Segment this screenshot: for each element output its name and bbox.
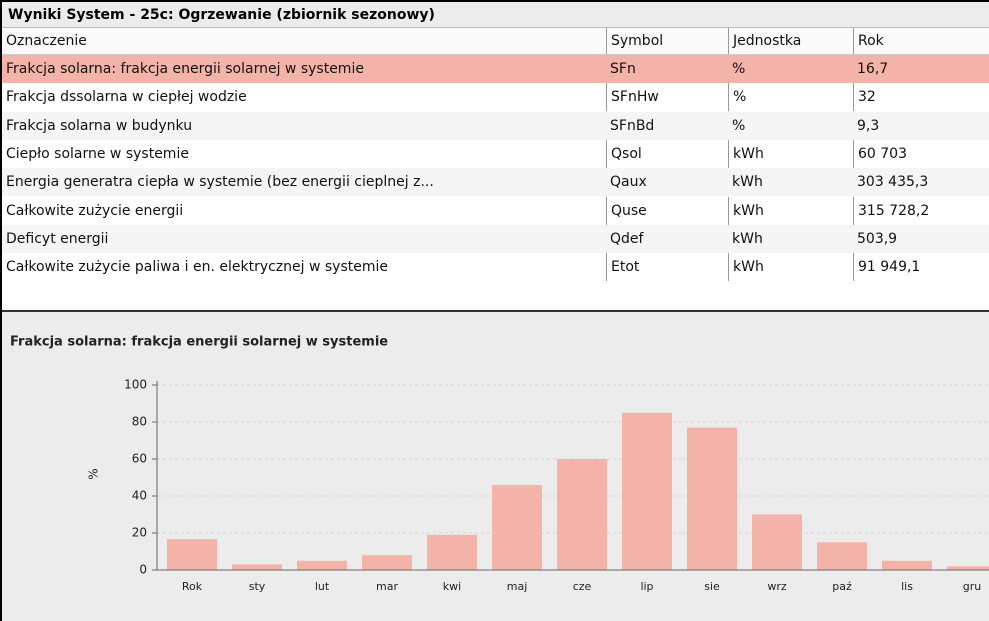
table-cell: Ciepło solarne w systemie [6,145,189,162]
table-cell: 16,7 [857,61,889,77]
table-cell: % [732,117,746,134]
bar [362,555,412,570]
table-cell: Frakcja solarna: frakcja energii solarne… [6,61,364,77]
table-cell: 91 949,1 [853,253,989,282]
table-cell: 9,3 [857,117,880,134]
x-tick-label: cze [573,580,592,593]
table-cell: Qaux [610,174,647,191]
x-tick-label: sty [249,580,266,593]
x-tick-label: lut [315,580,330,593]
table-cell: Frakcja dssolarna w ciepłej wodzie [6,89,247,106]
table-cell: Etot [606,253,728,282]
x-tick-label: mar [376,580,398,593]
x-tick-label: kwi [443,580,461,593]
chart-title: Frakcja solarna: frakcja energii solarne… [10,335,388,350]
table-cell: Całkowite zużycie paliwa i en. elektrycz… [6,259,388,276]
table-row: Frakcja solarna w budynku SFnBd% 9,3 [2,111,989,140]
x-tick-label: lip [640,580,653,593]
table-cell: Frakcja solarna w budynku [6,117,193,134]
table-row: Frakcja dssolarna w ciepłej wodzie SFnHw%… [2,83,989,112]
bar [557,459,607,570]
y-tick-label: 40 [132,489,147,503]
bar [687,427,737,570]
table-cell: kWh [732,230,763,247]
bar [297,560,347,570]
bar [427,534,477,570]
y-tick-label: 20 [132,526,147,540]
table-cell: 315 728,2 [853,196,989,225]
table-row: Ciepło solarne w systemie Qsol kWh 60 703 [2,139,989,168]
y-tick-label: 60 [132,452,147,466]
x-tick-label: lis [901,580,913,593]
x-tick-label: gru [963,580,981,593]
table-row: Całkowite zużycie energii Quse kWh 315 728,… [2,196,989,225]
x-tick-label: wrz [767,580,787,593]
table-row: Całkowite zużycie paliwa i en. elektrycz… [2,253,989,282]
table-cell: % [728,83,853,112]
table-cell: kWh [728,253,853,282]
table-cell: Deficyt energii [6,230,109,247]
panel-title: Wyniki System - 25c: Ogrzewanie (zbiorni… [2,2,989,28]
y-tick-label: 80 [132,415,147,429]
bar [622,412,672,570]
table-cell: 32 [853,83,989,112]
table-cell: Całkowite zużycie energii [6,202,184,219]
table-cell: 503,9 [857,230,898,247]
table-cell: Qdef [610,230,644,247]
chart-panel: Frakcja solarna: frakcja energii solarne… [2,310,989,621]
header-row: Oznaczenie Symbol Jednostka Rok [2,28,989,55]
table-cell: % [732,61,746,77]
table-cell: Quse [606,196,728,225]
table-cell: 60 703 [853,139,989,168]
table-cell: 303 435,3 [857,174,929,191]
column-header: Oznaczenie [6,33,87,49]
table-cell: kWh [732,174,763,191]
x-tick-label: paź [832,580,852,593]
x-tick-label: maj [507,580,528,593]
table-cell: SFnBd [610,117,655,134]
table-row: Energia generatra ciepła w systemie (bez… [2,168,989,197]
chart: Frakcja solarna: frakcja energii solarne… [10,335,989,593]
bar [167,539,217,570]
column-header: Symbol [606,28,728,54]
table-cell: kWh [728,196,853,225]
column-header: Jednostka [728,28,853,54]
table-cell: SFnHw [606,83,728,112]
table-cell: Qsol [606,139,728,168]
y-tick-label: 0 [139,563,147,577]
bar [492,484,542,570]
x-tick-label: Rok [182,580,203,593]
bar [882,560,932,570]
y-tick-label: 100 [124,378,147,392]
bar [817,542,867,570]
x-tick-label: sie [704,580,720,593]
table-cell: SFn [610,61,636,77]
bar [947,566,989,570]
y-axis-label: % [87,468,101,479]
bar [232,564,282,570]
column-header: Rok [853,28,989,54]
table-row[interactable]: Frakcja solarna: frakcja energii solarne… [2,55,989,83]
table-cell: kWh [728,139,853,168]
table-row: Deficyt energii Qdef kWh 503,9 [2,224,989,253]
bar [752,514,802,570]
table-cell: Energia generatra ciepła w systemie (bez… [6,174,434,191]
